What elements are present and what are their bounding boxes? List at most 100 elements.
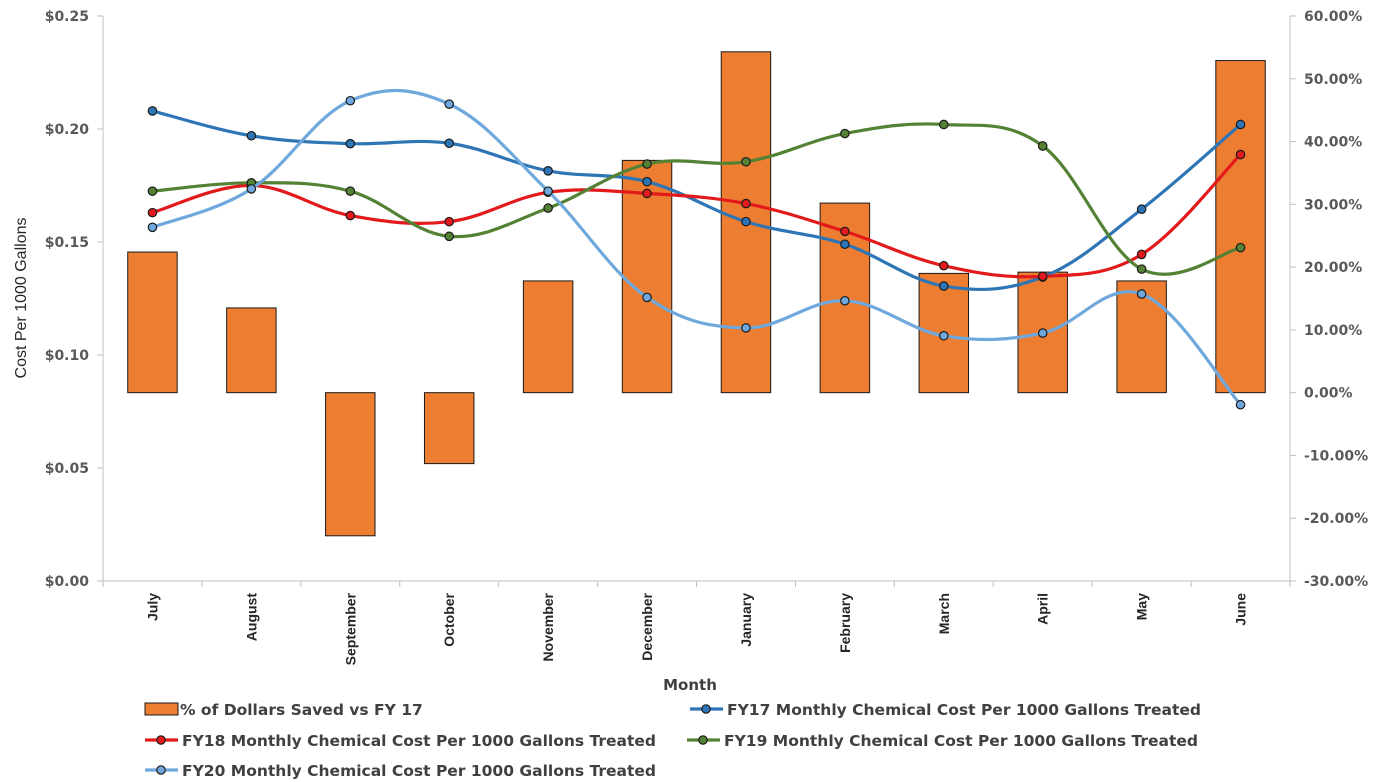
data-point xyxy=(543,203,553,213)
left-y-axis: $0.00 $0.05 $0.10 $0.15 $0.20 $0.25 xyxy=(45,9,104,590)
data-point xyxy=(345,186,356,196)
bar-series xyxy=(127,51,1266,537)
legend-marker xyxy=(701,704,711,714)
data-point xyxy=(938,119,949,130)
right-tick-label: 20.00% xyxy=(1304,260,1362,276)
right-tick-label: -20.00% xyxy=(1304,511,1368,527)
bar xyxy=(522,280,574,394)
legend-label: FY18 Monthly Chemical Cost Per 1000 Gall… xyxy=(182,732,656,750)
series-line xyxy=(151,88,1242,406)
line-series xyxy=(147,149,1246,282)
legend-label: FY20 Monthly Chemical Cost Per 1000 Gall… xyxy=(182,762,656,780)
right-tick-label: -10.00% xyxy=(1304,448,1368,464)
x-tick-label: September xyxy=(342,592,358,665)
left-tick-label: $0.05 xyxy=(45,461,89,477)
right-tick-label: 10.00% xyxy=(1304,323,1362,339)
data-point xyxy=(147,186,158,196)
bar xyxy=(226,307,277,394)
data-point xyxy=(741,198,751,209)
series-line xyxy=(152,153,1242,279)
line-series xyxy=(147,106,1246,292)
data-point xyxy=(938,330,949,341)
legend-bar-swatch xyxy=(144,702,179,716)
line-series-group xyxy=(147,88,1246,410)
left-tick-label: $0.15 xyxy=(45,235,89,251)
data-point xyxy=(741,156,751,167)
data-point xyxy=(543,186,553,196)
data-point xyxy=(642,159,652,169)
data-point xyxy=(1136,289,1147,299)
data-point xyxy=(840,226,850,237)
x-tick-label: October xyxy=(441,592,457,646)
legend-marker xyxy=(698,735,708,745)
data-point xyxy=(840,295,850,306)
bar xyxy=(1215,60,1266,394)
x-tick-label: May xyxy=(1134,593,1150,620)
data-point xyxy=(1136,204,1147,215)
left-tick-label: $0.25 xyxy=(45,9,89,25)
data-point xyxy=(444,231,455,242)
left-tick-label: $0.10 xyxy=(45,348,90,364)
x-axis: July August September October November Decemb… xyxy=(102,580,1291,665)
x-tick-label: November xyxy=(540,592,556,661)
data-point xyxy=(1037,141,1048,151)
left-tick-label: $0.20 xyxy=(45,122,90,138)
data-point xyxy=(1136,249,1147,260)
legend-label: FY19 Monthly Chemical Cost Per 1000 Gall… xyxy=(724,732,1198,750)
left-tick-label: $0.00 xyxy=(45,574,90,590)
data-point xyxy=(543,166,553,176)
data-point xyxy=(741,216,751,227)
bar xyxy=(621,159,673,394)
x-tick-label: March xyxy=(936,593,952,634)
data-point xyxy=(1235,119,1246,130)
data-point xyxy=(345,210,356,221)
series-line xyxy=(152,109,1242,292)
x-tick-label: February xyxy=(837,593,853,653)
data-point xyxy=(938,260,949,271)
bar xyxy=(127,251,178,394)
bar xyxy=(423,392,475,465)
data-point xyxy=(642,176,652,187)
data-point xyxy=(444,99,455,109)
right-tick-label: 60.00% xyxy=(1304,9,1362,25)
legend-label: FY17 Monthly Chemical Cost Per 1000 Gall… xyxy=(727,701,1201,719)
data-point xyxy=(147,207,158,218)
data-point xyxy=(1235,399,1246,410)
data-point xyxy=(345,95,356,106)
data-point xyxy=(1037,271,1048,282)
data-point xyxy=(1136,264,1147,274)
right-tick-label: -30.00% xyxy=(1304,574,1368,590)
y-axis-label: Cost Per 1000 Gallons xyxy=(13,218,30,379)
legend-marker xyxy=(156,765,166,775)
x-tick-label: January xyxy=(738,593,754,647)
data-point xyxy=(345,138,356,149)
data-point xyxy=(147,222,158,233)
legend-marker xyxy=(156,735,166,745)
data-point xyxy=(444,216,455,227)
line-series xyxy=(147,88,1246,410)
x-axis-label: Month xyxy=(663,676,717,694)
x-tick-label: July xyxy=(144,593,160,621)
right-tick-label: 40.00% xyxy=(1304,135,1362,151)
bar xyxy=(1116,280,1167,394)
legend: % of Dollars Saved vs FY 17 FY17 Monthly … xyxy=(144,701,1201,780)
data-point xyxy=(147,106,158,116)
data-point xyxy=(840,128,850,139)
data-point xyxy=(1235,149,1246,160)
right-y-axis: -30.00% -20.00% -10.00% 0.00% 10.00% 20.00% 30… xyxy=(1289,9,1368,590)
right-tick-label: 0.00% xyxy=(1304,386,1353,402)
bar xyxy=(325,392,376,537)
right-tick-label: 30.00% xyxy=(1304,197,1362,213)
data-point xyxy=(840,239,850,250)
x-tick-label: April xyxy=(1035,593,1051,625)
data-point xyxy=(444,138,455,149)
data-point xyxy=(1037,328,1048,338)
x-tick-label: June xyxy=(1233,593,1249,626)
data-point xyxy=(1235,242,1246,253)
data-point xyxy=(741,323,751,333)
series-line xyxy=(152,122,1241,276)
data-point xyxy=(642,292,652,303)
data-point xyxy=(938,281,949,291)
right-tick-label: 50.00% xyxy=(1304,72,1362,88)
